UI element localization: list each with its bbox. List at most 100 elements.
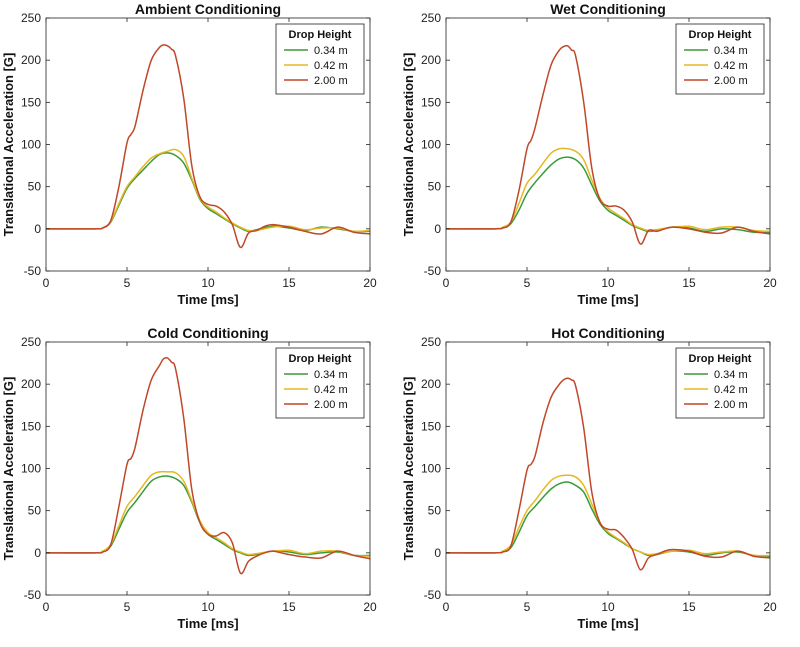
- legend-entry: 0.42 m: [714, 384, 748, 396]
- y-tick-label: -50: [424, 588, 442, 602]
- series-line-0-42-m: [446, 147, 770, 233]
- y-tick-label: 200: [21, 53, 41, 67]
- legend-entry: 0.34 m: [714, 369, 748, 381]
- x-tick-label: 20: [763, 600, 777, 614]
- legend: Drop Height 0.34 m 0.42 m 2.00 m: [275, 347, 365, 419]
- legend-entry: 0.42 m: [314, 60, 348, 72]
- legend-box: [675, 23, 765, 95]
- legend-title: Drop Height: [289, 353, 352, 365]
- y-tick-label: 0: [34, 546, 41, 560]
- series-group: [446, 44, 770, 245]
- chart-panel-ambient: Ambient Conditioning 0 5 10 15 20 -50 0 50 100 150…: [0, 0, 400, 323]
- y-tick-label: 250: [21, 335, 41, 349]
- x-tick-label: 5: [124, 600, 131, 614]
- y-tick-label: 150: [21, 95, 41, 109]
- y-axis-label: Translational Acceleration [G]: [1, 53, 16, 237]
- x-tick-label: 20: [763, 276, 777, 290]
- y-tick-label: 100: [421, 462, 441, 476]
- series-line-2-00-m: [446, 44, 770, 245]
- y-tick-label: 200: [421, 53, 441, 67]
- legend: Drop Height 0.34 m 0.42 m 2.00 m: [675, 347, 765, 419]
- legend: Drop Height 0.34 m 0.42 m 2.00 m: [675, 23, 765, 95]
- y-tick-label: 200: [421, 377, 441, 391]
- x-tick-label: 15: [682, 276, 696, 290]
- y-tick-label: 50: [28, 180, 42, 194]
- chart-title: Wet Conditioning: [550, 1, 666, 17]
- legend-title: Drop Height: [289, 29, 352, 41]
- legend-box: [675, 347, 765, 419]
- chart-panel-wet: Wet Conditioning 0 5 10 15 20 -50 0 50 100 150 200 2…: [400, 0, 800, 323]
- series-line-0-42-m: [46, 470, 370, 557]
- y-tick-label: 100: [421, 138, 441, 152]
- legend-box: [275, 23, 365, 95]
- legend-entry: 0.34 m: [314, 369, 348, 381]
- y-axis-label: Translational Acceleration [G]: [401, 377, 416, 561]
- x-tick-label: 5: [524, 276, 531, 290]
- x-axis-label: Time [ms]: [177, 616, 238, 631]
- y-tick-label: 150: [421, 419, 441, 433]
- series-line-0-42-m: [46, 148, 370, 233]
- series-group: [46, 44, 370, 249]
- legend: Drop Height 0.34 m 0.42 m 2.00 m: [275, 23, 365, 95]
- series-line-2-00-m: [46, 44, 370, 249]
- series-line-0-42-m: [446, 474, 770, 557]
- legend-entry: 2.00 m: [714, 399, 748, 411]
- legend-entry: 2.00 m: [714, 75, 748, 87]
- y-tick-label: 150: [421, 95, 441, 109]
- x-tick-label: 0: [443, 600, 450, 614]
- x-tick-label: 10: [601, 276, 615, 290]
- y-tick-label: -50: [24, 588, 42, 602]
- x-tick-label: 15: [282, 600, 296, 614]
- x-tick-label: 20: [363, 600, 377, 614]
- y-tick-label: 250: [21, 11, 41, 25]
- y-tick-label: 150: [21, 419, 41, 433]
- x-axis-label: Time [ms]: [577, 292, 638, 307]
- legend-entry: 2.00 m: [314, 75, 348, 87]
- x-axis-label: Time [ms]: [177, 292, 238, 307]
- y-axis-label: Translational Acceleration [G]: [1, 377, 16, 561]
- y-tick-label: 50: [428, 180, 442, 194]
- legend-entry: 0.42 m: [314, 384, 348, 396]
- y-tick-label: 0: [434, 222, 441, 236]
- x-tick-label: 5: [524, 600, 531, 614]
- legend-title: Drop Height: [689, 353, 752, 365]
- y-tick-label: 0: [34, 222, 41, 236]
- chart-title: Ambient Conditioning: [135, 1, 281, 17]
- x-tick-label: 5: [124, 276, 131, 290]
- y-tick-label: -50: [424, 264, 442, 278]
- y-tick-label: 250: [421, 335, 441, 349]
- y-tick-label: 100: [21, 138, 41, 152]
- series-line-0-34-m: [46, 475, 370, 557]
- x-tick-label: 20: [363, 276, 377, 290]
- legend-entry: 0.34 m: [314, 45, 348, 57]
- legend-entry: 0.34 m: [714, 45, 748, 57]
- y-tick-label: -50: [24, 264, 42, 278]
- series-group: [446, 377, 770, 571]
- series-line-0-34-m: [446, 156, 770, 234]
- series-group: [46, 356, 370, 575]
- legend-entry: 2.00 m: [314, 399, 348, 411]
- series-line-2-00-m: [46, 356, 370, 575]
- x-tick-label: 10: [601, 600, 615, 614]
- y-tick-label: 50: [428, 504, 442, 518]
- x-tick-label: 10: [201, 600, 215, 614]
- y-tick-label: 0: [434, 546, 441, 560]
- legend-title: Drop Height: [689, 29, 752, 41]
- y-tick-label: 50: [28, 504, 42, 518]
- series-line-2-00-m: [446, 377, 770, 571]
- series-line-0-34-m: [446, 481, 770, 557]
- chart-title: Hot Conditioning: [551, 325, 665, 341]
- y-axis-label: Translational Acceleration [G]: [401, 53, 416, 237]
- series-line-0-34-m: [46, 152, 370, 233]
- x-tick-label: 15: [282, 276, 296, 290]
- y-tick-label: 250: [421, 11, 441, 25]
- x-tick-label: 0: [43, 276, 50, 290]
- chart-panel-hot: Hot Conditioning 0 5 10 15 20 -50 0 50 100 150 200 2…: [400, 324, 800, 647]
- legend-entry: 0.42 m: [714, 60, 748, 72]
- chart-title: Cold Conditioning: [147, 325, 268, 341]
- chart-panel-cold: Cold Conditioning 0 5 10 15 20 -50 0 50 100 150 200…: [0, 324, 400, 647]
